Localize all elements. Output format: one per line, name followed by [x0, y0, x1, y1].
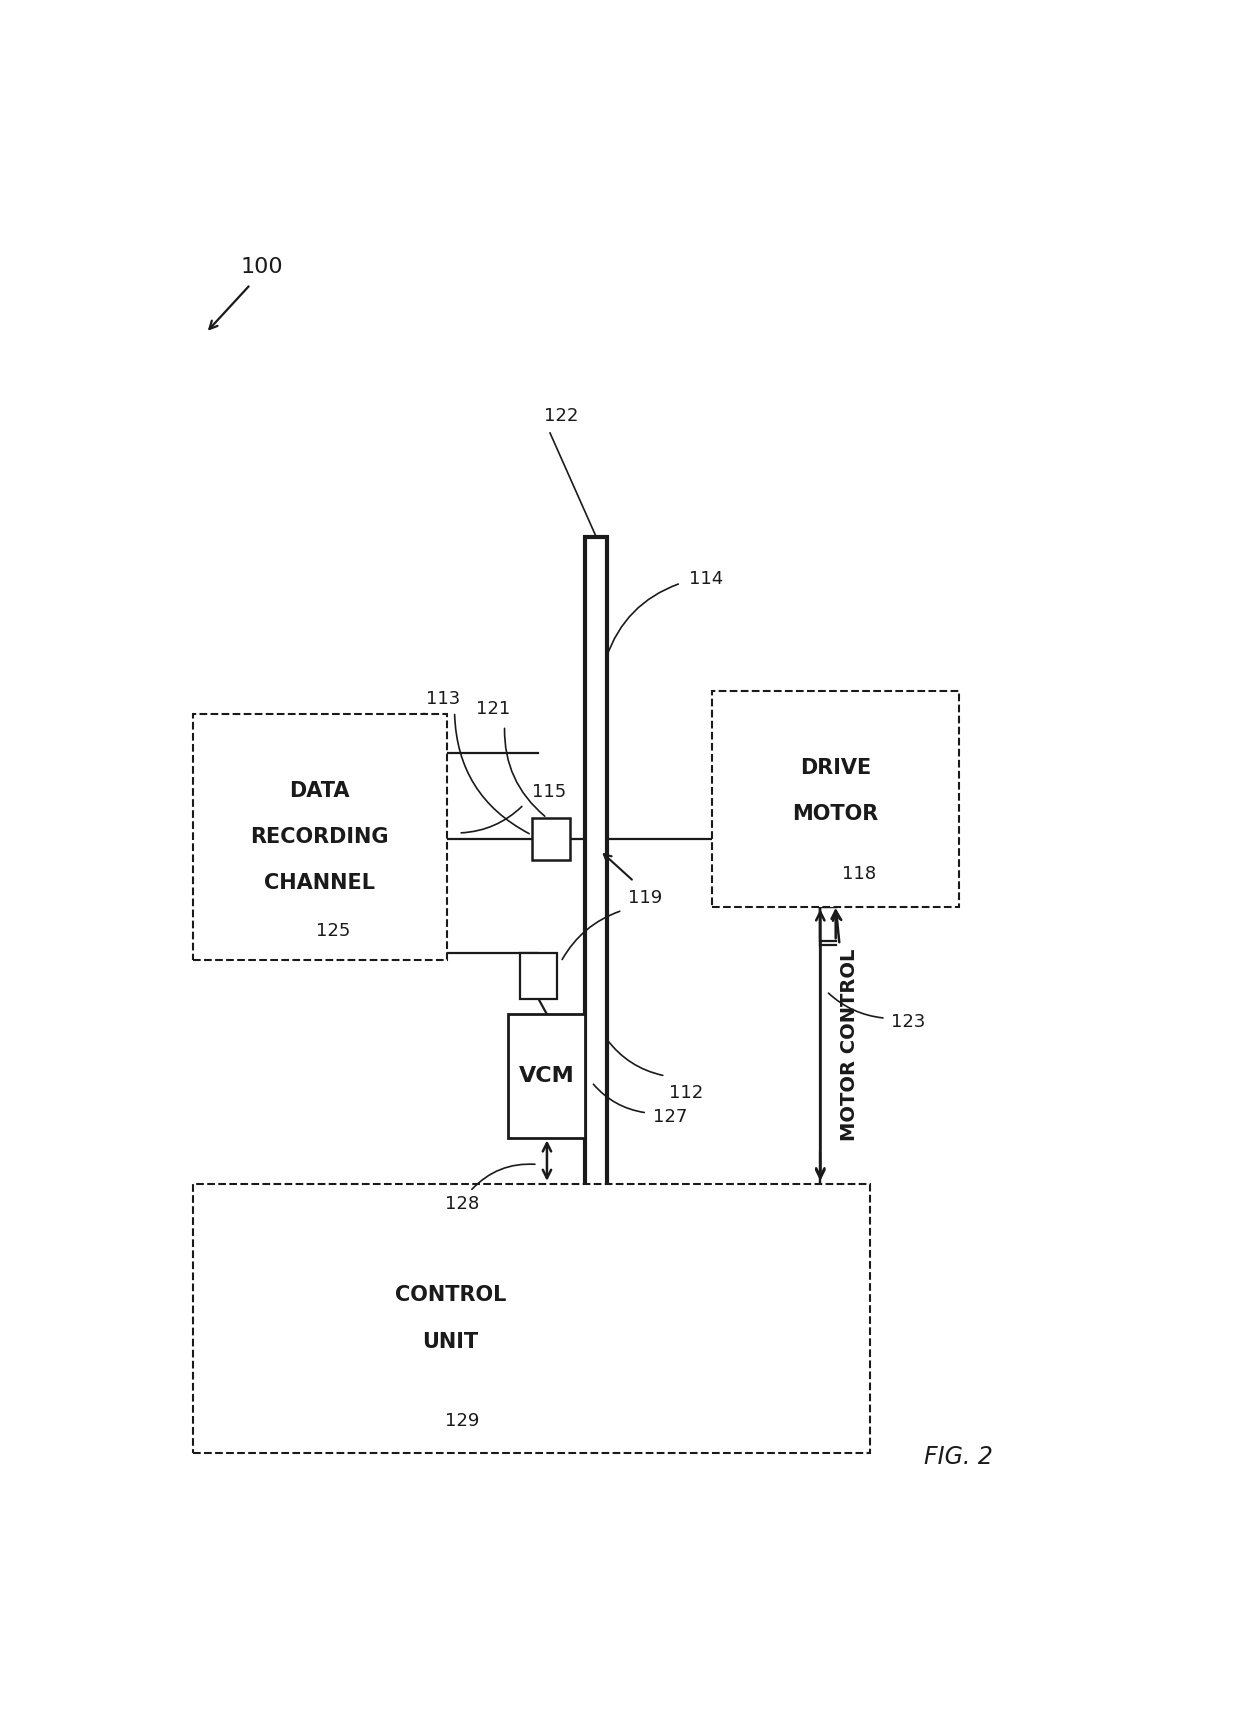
Text: DATA: DATA — [290, 781, 350, 802]
Text: 128: 128 — [445, 1196, 480, 1213]
Text: VCM: VCM — [520, 1066, 575, 1085]
Bar — [532, 817, 570, 861]
Text: MOTOR: MOTOR — [792, 804, 879, 824]
Text: 115: 115 — [532, 783, 565, 800]
Text: 119: 119 — [627, 888, 662, 907]
Text: 125: 125 — [316, 923, 351, 940]
Text: 118: 118 — [842, 866, 875, 883]
Text: 123: 123 — [892, 1013, 925, 1032]
Text: MOTOR CONTROL: MOTOR CONTROL — [839, 949, 858, 1140]
Text: 100: 100 — [241, 257, 284, 278]
Text: 127: 127 — [653, 1108, 688, 1125]
Bar — [520, 952, 557, 999]
Text: 112: 112 — [670, 1083, 703, 1102]
Bar — [192, 1184, 870, 1453]
Text: UNIT: UNIT — [422, 1332, 479, 1351]
Text: FIG. 2: FIG. 2 — [925, 1445, 993, 1469]
Bar — [192, 714, 446, 961]
Text: 122: 122 — [544, 408, 579, 425]
Text: DRIVE: DRIVE — [800, 759, 872, 778]
Text: CHANNEL: CHANNEL — [264, 873, 376, 893]
Bar — [508, 1014, 585, 1137]
Text: CONTROL: CONTROL — [394, 1286, 506, 1305]
Text: RECORDING: RECORDING — [250, 828, 389, 847]
Text: 129: 129 — [445, 1412, 479, 1429]
Text: 114: 114 — [688, 570, 723, 588]
Text: 121: 121 — [476, 700, 510, 717]
Text: 113: 113 — [425, 689, 460, 708]
Bar — [713, 691, 959, 907]
Bar — [585, 537, 608, 1291]
